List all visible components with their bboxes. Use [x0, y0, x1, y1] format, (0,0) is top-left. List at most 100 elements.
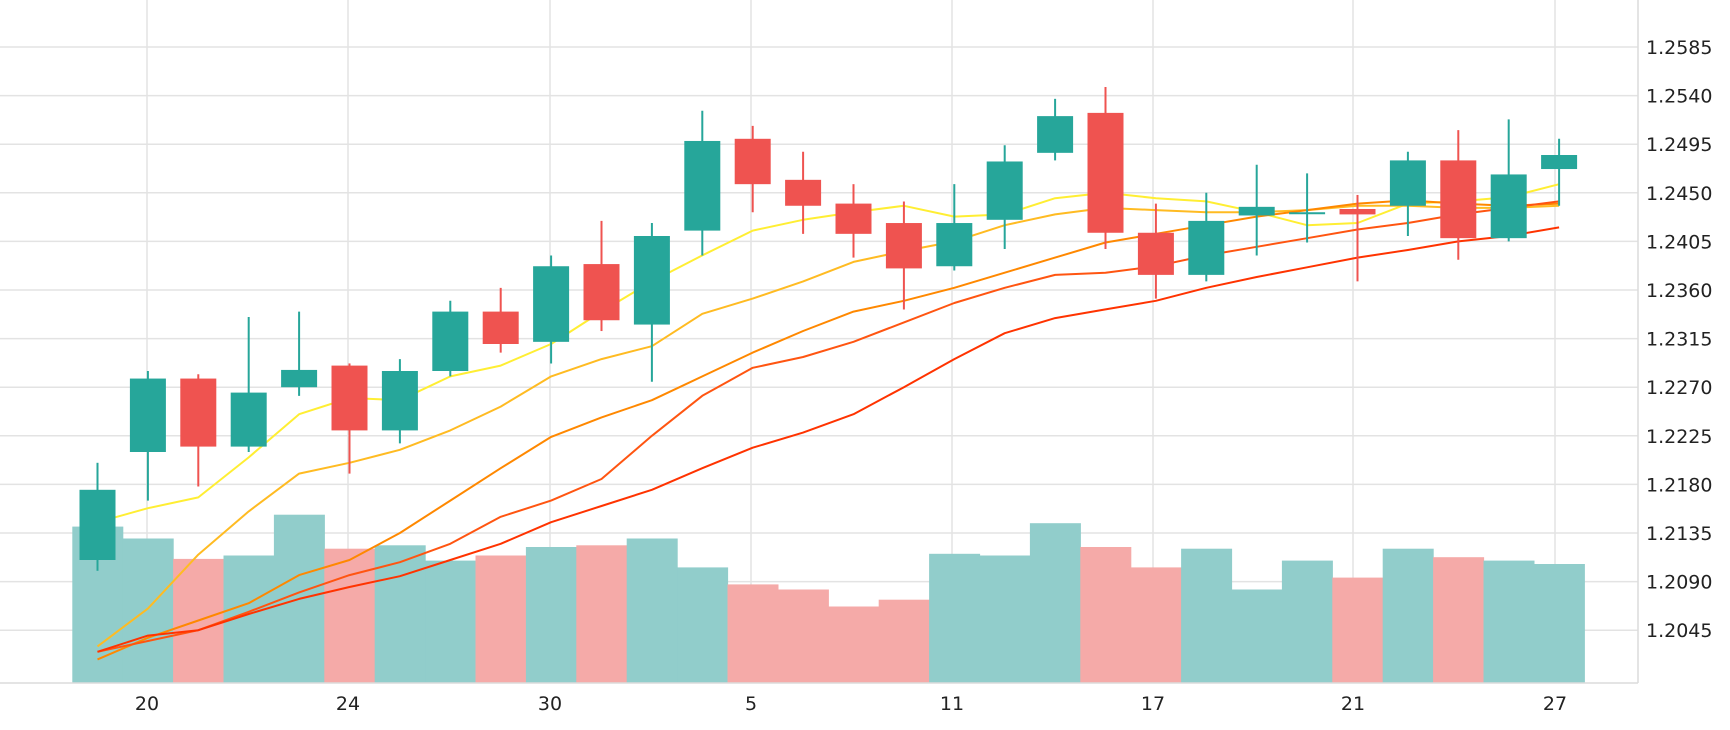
- volume-bar: [1080, 547, 1132, 683]
- candle-down: [785, 151, 822, 234]
- x-tick-label: 11: [940, 693, 964, 715]
- candle-body: [583, 264, 620, 321]
- volume-bar: [727, 584, 779, 683]
- candle-down: [1137, 203, 1174, 299]
- candle-body: [533, 266, 570, 342]
- volume-bar: [1483, 560, 1535, 683]
- moving-average-line: [97, 226, 1560, 653]
- y-tick-label: 1.2360: [1646, 280, 1712, 302]
- candle-body: [734, 138, 771, 185]
- candle-down: [583, 220, 620, 332]
- y-tick-label: 1.2495: [1646, 134, 1712, 156]
- volume-bar: [979, 555, 1031, 683]
- candle-down: [1087, 86, 1124, 249]
- volume-bar: [878, 599, 930, 683]
- volume-bar: [1382, 548, 1434, 683]
- candle-body: [129, 378, 166, 452]
- candle-body: [79, 489, 116, 560]
- candle-up: [684, 110, 721, 256]
- candle-up: [281, 311, 318, 396]
- candle-down: [1440, 130, 1477, 260]
- y-tick-label: 1.2225: [1646, 426, 1712, 448]
- candle-up: [79, 462, 116, 571]
- y-tick-label: 1.2045: [1646, 620, 1712, 642]
- moving-average-line: [97, 200, 1560, 653]
- volume-bar: [576, 545, 628, 683]
- candle-body: [331, 365, 368, 431]
- candle-body: [1137, 232, 1174, 275]
- candle-body: [835, 203, 872, 234]
- candle-body: [633, 236, 670, 325]
- candle-body: [986, 161, 1023, 220]
- volume-bar: [475, 555, 527, 683]
- candle-body: [1289, 212, 1326, 215]
- volume-bar: [929, 553, 981, 683]
- moving-average-line: [97, 199, 1560, 661]
- volume-bar: [828, 606, 880, 683]
- candle-up: [129, 371, 166, 501]
- volume-bar: [1332, 577, 1384, 683]
- volume-bar: [525, 547, 577, 683]
- volume-bar: [777, 589, 829, 683]
- candle-up: [936, 184, 973, 271]
- axes: 1.2585 1.2540 1.2495 1.2450 1.2405 1.2360 1.23…: [0, 0, 1712, 715]
- volume-bar: [1029, 523, 1081, 683]
- candle-body: [1238, 206, 1275, 216]
- candle-body: [785, 179, 822, 206]
- volume-bar: [1433, 557, 1485, 683]
- y-tick-label: 1.2090: [1646, 572, 1712, 594]
- moving-average-lines: [96, 183, 1560, 661]
- x-tick-label: 21: [1341, 693, 1365, 715]
- candles: [79, 86, 1578, 571]
- candle-up: [1238, 164, 1275, 256]
- candle-down: [835, 184, 872, 258]
- volume-bar: [374, 545, 426, 683]
- y-tick-label: 1.2180: [1646, 474, 1712, 496]
- candle-body: [1440, 160, 1477, 239]
- candle-body: [936, 223, 973, 267]
- candle-up: [1541, 138, 1578, 206]
- y-tick-label: 1.2405: [1646, 231, 1712, 253]
- candle-up: [533, 255, 570, 364]
- candle-up: [1037, 98, 1074, 161]
- volume-bar: [1181, 548, 1233, 683]
- volume-bar: [1231, 589, 1283, 683]
- y-tick-label: 1.2135: [1646, 523, 1712, 545]
- x-tick-label: 20: [135, 693, 159, 715]
- candle-body: [885, 223, 922, 269]
- x-tick-label: 24: [336, 693, 360, 715]
- y-tick-label: 1.2540: [1646, 86, 1712, 108]
- volume-bar: [122, 538, 174, 683]
- volume-bar: [1281, 560, 1333, 683]
- candle-up: [432, 300, 469, 377]
- candle-body: [482, 311, 519, 344]
- volume-bars: [72, 514, 1585, 683]
- candle-up: [230, 317, 267, 452]
- candle-up: [1289, 173, 1326, 243]
- candle-body: [1037, 116, 1074, 153]
- candle-body: [1490, 174, 1527, 239]
- volume-bar: [425, 560, 477, 683]
- candle-down: [482, 287, 519, 353]
- candle-down: [180, 374, 217, 487]
- y-tick-label: 1.2270: [1646, 377, 1712, 399]
- candle-body: [1087, 112, 1124, 233]
- candle-body: [1339, 209, 1376, 215]
- x-tick-label: 27: [1543, 693, 1567, 715]
- candle-up: [381, 359, 418, 444]
- x-tick-label: 30: [538, 693, 562, 715]
- candle-body: [281, 369, 318, 388]
- y-tick-label: 1.2585: [1646, 37, 1712, 59]
- candle-up: [986, 145, 1023, 249]
- candle-body: [381, 371, 418, 431]
- volume-bar: [626, 538, 678, 683]
- candle-up: [1188, 192, 1225, 282]
- candle-down: [1339, 194, 1376, 282]
- candle-body: [684, 140, 721, 231]
- candle-body: [432, 311, 469, 371]
- y-tick-label: 1.2450: [1646, 183, 1712, 205]
- volume-bar: [677, 567, 729, 683]
- candle-up: [633, 223, 670, 382]
